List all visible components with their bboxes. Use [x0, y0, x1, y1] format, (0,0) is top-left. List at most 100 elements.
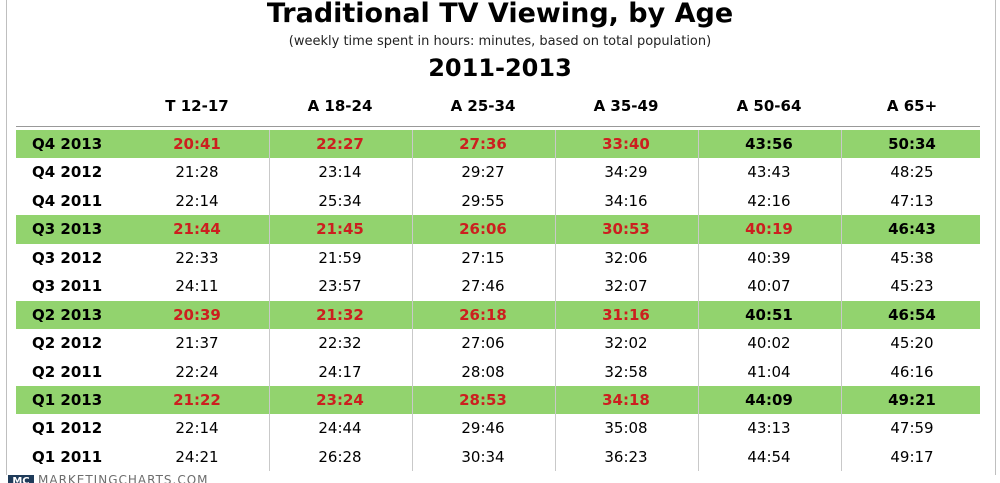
- table-row: Q3 2011 24:11 23:57 27:46 32:07 40:07 45:23: [16, 272, 980, 300]
- column-header: A 25-34: [450, 97, 516, 115]
- row-label: Q3 2012: [32, 248, 103, 267]
- table-cell: 46:43: [888, 220, 936, 239]
- table-cell: 34:16: [604, 191, 648, 210]
- column-header: A 35-49: [593, 97, 659, 115]
- table-cell: 29:46: [461, 419, 505, 438]
- table-cell: 27:15: [461, 248, 505, 267]
- row-label: Q1 2011: [32, 447, 103, 466]
- table-cell: 21:22: [173, 390, 221, 409]
- table-cell: 27:36: [459, 135, 507, 153]
- table-cell: 22:27: [316, 135, 364, 153]
- table-cell: 49:21: [888, 390, 936, 409]
- table-cell: 43:56: [745, 135, 793, 153]
- table-cell: 20:39: [173, 305, 221, 324]
- table-cell: 45:23: [890, 277, 934, 296]
- table-cell: 29:55: [461, 191, 505, 210]
- table-cell: 28:08: [461, 362, 505, 381]
- table-cell: 36:23: [604, 447, 648, 466]
- table-row-highlighted: Q1 2013 21:22 23:24 28:53 34:18 44:09 49:21: [16, 385, 980, 415]
- table-cell: 21:44: [173, 220, 221, 239]
- column-header: A 65+: [886, 97, 938, 115]
- table-row: Q2 2012 21:37 22:32 27:06 32:02 40:02 45:20: [16, 329, 980, 357]
- table-cell: 44:09: [745, 390, 793, 409]
- table-cell: 40:39: [747, 248, 791, 267]
- table-cell: 49:17: [890, 447, 934, 466]
- table-cell: 22:14: [175, 191, 219, 210]
- table-cell: 29:27: [461, 163, 505, 182]
- table-cell: 21:28: [175, 163, 219, 182]
- table-cell: 32:02: [604, 334, 648, 353]
- table-row: Q3 2012 22:33 21:59 27:15 32:06 40:39 45:38: [16, 244, 980, 272]
- chart-title: Traditional TV Viewing, by Age: [266, 0, 734, 29]
- table-row: Q2 2011 22:24 24:17 28:08 32:58 41:04 46:16: [16, 358, 980, 386]
- table-cell: 27:06: [461, 334, 505, 353]
- table-row: Q4 2011 22:14 25:34 29:55 34:16 42:16 47:13: [16, 187, 980, 215]
- row-label: Q4 2013: [32, 135, 103, 153]
- table-top-divider: [16, 126, 980, 127]
- table-row-highlighted: Q3 2013 21:44 21:45 26:06 30:53 40:19 46:43: [16, 215, 980, 244]
- source-text: MARKETINGCHARTS.COM: [38, 475, 209, 483]
- row-label: Q3 2013: [32, 220, 103, 239]
- table-cell: 25:34: [318, 191, 362, 210]
- table-cell: 46:54: [888, 305, 936, 324]
- table-cell: 26:18: [459, 305, 507, 324]
- column-header: A 18-24: [307, 97, 373, 115]
- table-cell: 24:17: [318, 362, 362, 381]
- column-divider: [412, 130, 413, 471]
- table-cell: 20:41: [173, 135, 221, 153]
- table-row: Q1 2012 22:14 24:44 29:46 35:08 43:13 47:59: [16, 414, 980, 442]
- table-cell: 22:33: [175, 248, 219, 267]
- column-divider: [269, 130, 270, 471]
- table-cell: 42:16: [747, 191, 791, 210]
- row-label: Q2 2011: [32, 362, 103, 381]
- table-cell: 23:57: [318, 277, 362, 296]
- column-divider: [841, 130, 842, 471]
- table-cell: 26:28: [318, 447, 362, 466]
- table-cell: 44:54: [747, 447, 791, 466]
- table-cell: 27:46: [461, 277, 505, 296]
- row-label: Q4 2011: [32, 191, 103, 210]
- column-divider: [698, 130, 699, 471]
- table-row-highlighted: Q2 2013 20:39 21:32 26:18 31:16 40:51 46:54: [16, 300, 980, 330]
- table-cell: 47:13: [890, 191, 934, 210]
- table-cell: 21:45: [316, 220, 364, 239]
- row-label: Q2 2013: [32, 305, 103, 324]
- table-row: Q4 2012 21:28 23:14 29:27 34:29 43:43 48:25: [16, 158, 980, 186]
- table-cell: 22:14: [175, 419, 219, 438]
- table-cell: 21:37: [175, 334, 219, 353]
- period-heading: 2011-2013: [428, 54, 572, 82]
- table-cell: 21:59: [318, 248, 362, 267]
- table-cell: 47:59: [890, 419, 934, 438]
- table-row-highlighted: Q4 2013 20:41 22:27 27:36 33:40 43:56 50:34: [16, 130, 980, 159]
- table-cell: 24:11: [175, 277, 219, 296]
- table-cell: 45:20: [890, 334, 934, 353]
- table-cell: 43:13: [747, 419, 791, 438]
- table-cell: 21:32: [316, 305, 364, 324]
- chart-subtitle: (weekly time spent in hours: minutes, ba…: [288, 34, 712, 49]
- row-label: Q2 2012: [32, 334, 103, 353]
- table-cell: 24:21: [175, 447, 219, 466]
- table-cell: 33:40: [602, 135, 650, 153]
- table-cell: 26:06: [459, 220, 507, 239]
- table-cell: 40:51: [745, 305, 793, 324]
- table-row: Q1 2011 24:21 26:28 30:34 36:23 44:54 49:17: [16, 443, 980, 471]
- table-cell: 40:19: [745, 220, 793, 239]
- table-cell: 41:04: [747, 362, 791, 381]
- table-cell: 48:25: [890, 163, 934, 182]
- row-label: Q1 2012: [32, 419, 103, 438]
- table-cell: 22:32: [318, 334, 362, 353]
- table-cell: 28:53: [459, 390, 507, 409]
- table-cell: 34:29: [604, 163, 648, 182]
- table-cell: 40:02: [747, 334, 791, 353]
- table-cell: 43:43: [747, 163, 791, 182]
- source-footer: MC MARKETINGCHARTS.COM: [8, 475, 308, 483]
- column-divider: [555, 130, 556, 471]
- marketingcharts-logo: MC: [8, 475, 34, 483]
- table-cell: 22:24: [175, 362, 219, 381]
- table-cell: 30:34: [461, 447, 505, 466]
- table-cell: 32:06: [604, 248, 648, 267]
- table-cell: 35:08: [604, 419, 648, 438]
- table-cell: 40:07: [747, 277, 791, 296]
- column-header: A 50-64: [736, 97, 802, 115]
- column-headers: T 12-17 A 18-24 A 25-34 A 35-49 A 50-64 A 65+: [0, 93, 1000, 119]
